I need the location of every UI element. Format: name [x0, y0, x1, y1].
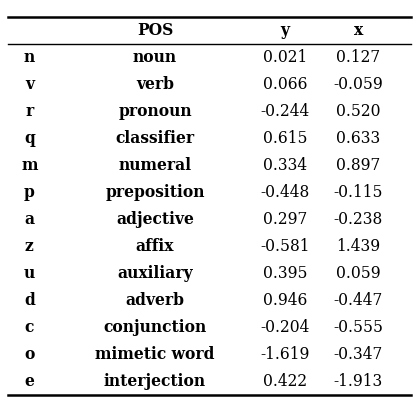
- Text: -0.581: -0.581: [260, 238, 310, 255]
- Text: -1.913: -1.913: [334, 373, 383, 390]
- Text: 0.059: 0.059: [336, 265, 380, 282]
- Text: y: y: [280, 22, 290, 39]
- Text: -0.447: -0.447: [334, 292, 383, 309]
- Text: 0.297: 0.297: [263, 211, 307, 228]
- Text: 0.422: 0.422: [263, 373, 307, 390]
- Text: v: v: [25, 76, 34, 93]
- Text: adverb: adverb: [126, 292, 184, 309]
- Text: -0.204: -0.204: [260, 319, 310, 336]
- Text: 0.946: 0.946: [263, 292, 307, 309]
- Text: 0.127: 0.127: [336, 49, 380, 66]
- Text: conjunction: conjunction: [103, 319, 207, 336]
- Text: 0.066: 0.066: [263, 76, 307, 93]
- Text: auxiliary: auxiliary: [117, 265, 193, 282]
- Text: u: u: [24, 265, 35, 282]
- Text: -0.555: -0.555: [333, 319, 383, 336]
- Text: 0.395: 0.395: [263, 265, 307, 282]
- Text: classifier: classifier: [116, 130, 194, 147]
- Text: 1.439: 1.439: [336, 238, 380, 255]
- Text: m: m: [21, 157, 38, 174]
- Text: 0.520: 0.520: [336, 103, 380, 120]
- Text: e: e: [24, 373, 34, 390]
- Text: 0.897: 0.897: [336, 157, 380, 174]
- Text: z: z: [25, 238, 34, 255]
- Text: -0.059: -0.059: [334, 76, 383, 93]
- Text: interjection: interjection: [104, 373, 206, 390]
- Text: -0.347: -0.347: [334, 346, 383, 363]
- Text: -0.115: -0.115: [334, 184, 383, 201]
- Text: POS: POS: [137, 22, 173, 39]
- Text: 0.021: 0.021: [263, 49, 307, 66]
- Text: o: o: [24, 346, 34, 363]
- Text: -0.244: -0.244: [260, 103, 310, 120]
- Text: q: q: [24, 130, 35, 147]
- Text: numeral: numeral: [119, 157, 191, 174]
- Text: r: r: [25, 103, 34, 120]
- Text: 0.633: 0.633: [336, 130, 380, 147]
- Text: d: d: [24, 292, 35, 309]
- Text: 0.615: 0.615: [263, 130, 307, 147]
- Text: adjective: adjective: [116, 211, 194, 228]
- Text: preposition: preposition: [105, 184, 205, 201]
- Text: affix: affix: [136, 238, 174, 255]
- Text: pronoun: pronoun: [118, 103, 192, 120]
- Text: a: a: [24, 211, 34, 228]
- Text: -0.448: -0.448: [260, 184, 310, 201]
- Text: x: x: [354, 22, 363, 39]
- Text: -0.238: -0.238: [334, 211, 383, 228]
- Text: -1.619: -1.619: [260, 346, 310, 363]
- Text: mimetic word: mimetic word: [95, 346, 215, 363]
- Text: noun: noun: [133, 49, 177, 66]
- Text: c: c: [25, 319, 34, 336]
- Text: 0.334: 0.334: [263, 157, 307, 174]
- Text: p: p: [24, 184, 35, 201]
- Text: n: n: [24, 49, 35, 66]
- Text: verb: verb: [136, 76, 174, 93]
